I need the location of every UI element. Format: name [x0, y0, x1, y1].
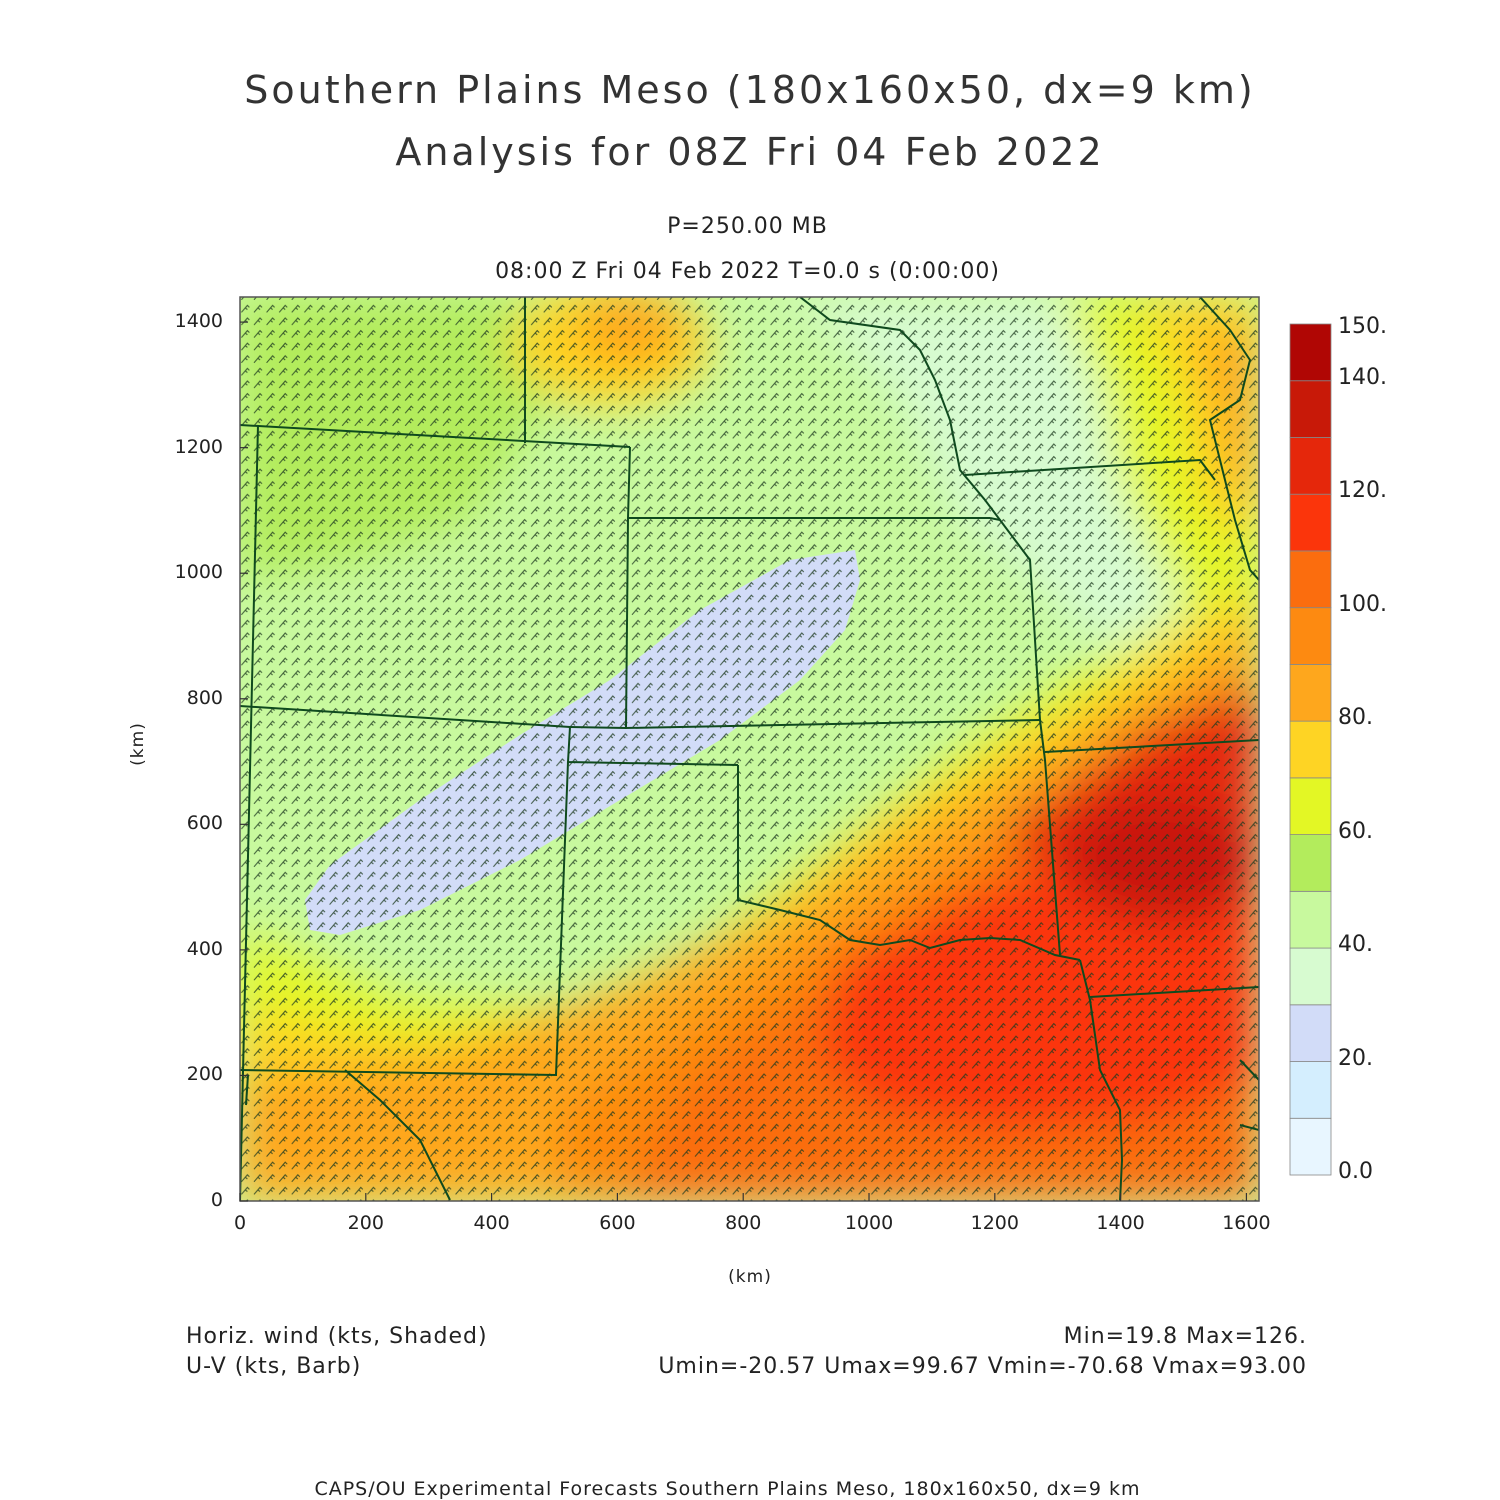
- colorbar-swatch: [1289, 777, 1332, 835]
- colorbar-label: 60.: [1338, 818, 1373, 844]
- colorbar-swatch: [1289, 323, 1332, 382]
- colorbar: [1289, 323, 1332, 1176]
- shaded-wind-field: [240, 297, 1259, 1201]
- barb-variable-label: U-V (kts, Barb): [186, 1354, 362, 1379]
- colorbar-swatch: [1289, 1004, 1332, 1062]
- x-axis-label: (km): [728, 1267, 772, 1287]
- colorbar-swatch: [1289, 1117, 1332, 1176]
- colorbar-label: 140.: [1338, 364, 1387, 390]
- shaded-min-max: Min=19.8 Max=126.: [1063, 1324, 1307, 1349]
- colorbar-label: 100.: [1338, 591, 1387, 617]
- y-tick-label: 0: [210, 1189, 223, 1211]
- colorbar-swatch: [1289, 720, 1332, 779]
- uv-min-max: Umin=-20.57 Umax=99.67 Vmin=-70.68 Vmax=…: [658, 1354, 1307, 1379]
- x-tick-label: 800: [725, 1212, 762, 1234]
- x-tick-label: 1000: [844, 1212, 894, 1234]
- y-tick-label: 800: [186, 686, 223, 709]
- colorbar-label: 40.: [1338, 932, 1373, 958]
- plot-frame: [239, 296, 1260, 1202]
- y-tick-label: 400: [186, 937, 223, 960]
- x-tick-label: 1200: [970, 1212, 1019, 1234]
- x-tick-label: 0: [233, 1212, 247, 1234]
- pressure-level: P=250.00 MB: [667, 214, 828, 239]
- x-tick-label: 1400: [1096, 1212, 1145, 1234]
- colorbar-swatch: [1289, 1061, 1332, 1119]
- colorbar-label: 20.: [1338, 1045, 1373, 1071]
- y-axis-label: (km): [127, 722, 148, 766]
- colorbar-label: 120.: [1338, 478, 1387, 504]
- colorbar-swatch: [1289, 550, 1332, 609]
- y-tick-label: 200: [186, 1063, 223, 1086]
- colorbar-label: 80.: [1338, 705, 1373, 731]
- colorbar-swatch: [1289, 664, 1332, 722]
- colorbar-swatch: [1289, 493, 1332, 552]
- colorbar-swatch: [1289, 834, 1332, 892]
- colorbar-swatch: [1289, 437, 1332, 495]
- colorbar-swatch: [1289, 380, 1332, 438]
- shaded-variable-label: Horiz. wind (kts, Shaded): [186, 1324, 488, 1349]
- valid-time: 08:00 Z Fri 04 Feb 2022 T=0.0 s (0:00:00…: [495, 259, 1000, 284]
- colorbar-swatch: [1289, 607, 1332, 665]
- x-tick-label: 600: [599, 1212, 636, 1234]
- y-tick-label: 1200: [174, 435, 223, 458]
- chart-title-line2: Analysis for 08Z Fri 04 Feb 2022: [395, 130, 1105, 174]
- footer-credit: CAPS/OU Experimental Forecasts Southern …: [314, 1478, 1141, 1500]
- state-boundaries: [240, 297, 1259, 1201]
- colorbar-label: 0.0: [1338, 1159, 1373, 1184]
- x-tick-label: 400: [473, 1212, 510, 1234]
- colorbar-label: 150.: [1338, 314, 1387, 339]
- x-tick-label: 200: [347, 1212, 384, 1234]
- y-tick-label: 1000: [174, 561, 223, 584]
- colorbar-swatch: [1289, 947, 1332, 1006]
- y-tick-label: 1400: [174, 310, 223, 333]
- chart-title-line1: Southern Plains Meso (180x160x50, dx=9 k…: [244, 68, 1256, 112]
- y-tick-label: 600: [186, 812, 223, 835]
- x-tick-label: 1600: [1222, 1212, 1271, 1234]
- colorbar-swatch: [1289, 890, 1332, 949]
